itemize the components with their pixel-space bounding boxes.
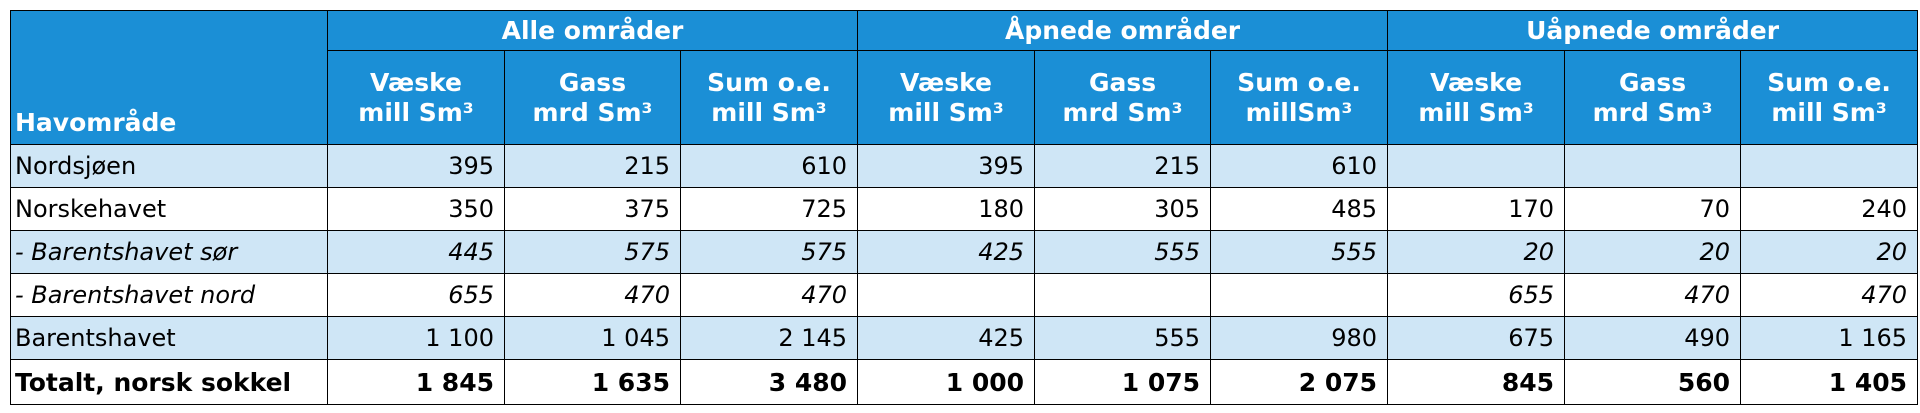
table-row: Nordsjøen 395 215 610 395 215 610 xyxy=(10,144,1919,188)
table-cell: 3 480 xyxy=(679,359,859,405)
table-cell: 485 xyxy=(1210,187,1389,231)
table-cell: 725 xyxy=(679,187,859,231)
table-cell: 675 xyxy=(1387,316,1566,360)
table-cell: 20 xyxy=(1564,230,1742,274)
table-cell: 1 405 xyxy=(1740,359,1919,405)
group-header-alle: Alle områder xyxy=(326,10,859,51)
table-row: - Barentshavet nord 655 470 470 655 470 … xyxy=(10,273,1919,317)
table-cell: 395 xyxy=(327,144,505,188)
table-row: Norskehavet 350 375 725 180 305 485 170 … xyxy=(10,187,1919,231)
row-label: Barentshavet xyxy=(10,316,328,360)
table-cell: 240 xyxy=(1740,187,1919,231)
table-cell: 425 xyxy=(857,316,1036,360)
table-cell xyxy=(1387,144,1566,188)
table-cell: 555 xyxy=(1034,230,1212,274)
table-cell: 1 045 xyxy=(504,316,681,360)
subheader-alle-gass: Gass mrd Sm³ xyxy=(504,50,681,145)
row-label: - Barentshavet sør xyxy=(10,230,328,274)
table-cell xyxy=(1210,273,1389,317)
table-cell: 1 845 xyxy=(327,359,505,405)
table-cell: 20 xyxy=(1740,230,1919,274)
subheader-apnede-vaeske: Væske mill Sm³ xyxy=(857,50,1036,145)
subheader-alle-vaeske: Væske mill Sm³ xyxy=(327,50,505,145)
table-cell xyxy=(857,273,1036,317)
table-cell: 1 075 xyxy=(1034,359,1212,405)
row-label: - Barentshavet nord xyxy=(10,273,328,317)
table-cell: 350 xyxy=(327,187,505,231)
table-cell: 1 100 xyxy=(327,316,505,360)
table-cell: 20 xyxy=(1387,230,1566,274)
table-cell: 655 xyxy=(1387,273,1566,317)
subheader-alle-sum: Sum o.e. mill Sm³ xyxy=(679,50,859,145)
table-cell: 555 xyxy=(1210,230,1389,274)
table-cell: 490 xyxy=(1564,316,1742,360)
resources-table: Havområde Alle områder Åpnede områder Uå… xyxy=(10,10,1919,405)
table-cell: 470 xyxy=(679,273,859,317)
total-row: Totalt, norsk sokkel 1 845 1 635 3 480 1… xyxy=(10,359,1919,405)
subheader-uapnede-vaeske: Væske mill Sm³ xyxy=(1387,50,1566,145)
table-cell: 395 xyxy=(857,144,1036,188)
row-label: Norskehavet xyxy=(10,187,328,231)
table-cell: 470 xyxy=(1564,273,1742,317)
table-cell: 1 635 xyxy=(504,359,681,405)
table-cell: 180 xyxy=(857,187,1036,231)
table-cell: 305 xyxy=(1034,187,1212,231)
group-header-uapnede: Uåpnede områder xyxy=(1387,10,1919,51)
table-cell: 555 xyxy=(1034,316,1212,360)
subheader-apnede-gass: Gass mrd Sm³ xyxy=(1034,50,1212,145)
table-row: Barentshavet 1 100 1 045 2 145 425 555 9… xyxy=(10,316,1919,360)
subheader-uapnede-gass: Gass mrd Sm³ xyxy=(1564,50,1742,145)
row-label: Nordsjøen xyxy=(10,144,328,188)
table-cell xyxy=(1564,144,1742,188)
table-cell: 655 xyxy=(327,273,505,317)
table-cell: 575 xyxy=(679,230,859,274)
table-cell: 610 xyxy=(1210,144,1389,188)
table-row: - Barentshavet sør 445 575 575 425 555 5… xyxy=(10,230,1919,274)
table-cell: 980 xyxy=(1210,316,1389,360)
table-cell: 445 xyxy=(327,230,505,274)
column-header-havomrade: Havområde xyxy=(10,10,328,145)
table-cell: 610 xyxy=(679,144,859,188)
table-cell: 2 145 xyxy=(679,316,859,360)
table-cell: 1 165 xyxy=(1740,316,1919,360)
table-cell: 375 xyxy=(504,187,681,231)
table-cell: 1 000 xyxy=(857,359,1036,405)
row-label: Totalt, norsk sokkel xyxy=(10,359,328,405)
table-cell: 470 xyxy=(1740,273,1919,317)
table-cell: 560 xyxy=(1564,359,1742,405)
table-cell: 575 xyxy=(504,230,681,274)
table-cell: 425 xyxy=(857,230,1036,274)
table-cell: 215 xyxy=(504,144,681,188)
table-cell xyxy=(1740,144,1919,188)
table-cell: 845 xyxy=(1387,359,1566,405)
table-cell xyxy=(1034,273,1212,317)
table-cell: 470 xyxy=(504,273,681,317)
subheader-apnede-sum: Sum o.e. millSm³ xyxy=(1210,50,1389,145)
table-cell: 170 xyxy=(1387,187,1566,231)
subheader-uapnede-sum: Sum o.e. mill Sm³ xyxy=(1740,50,1919,145)
table-cell: 70 xyxy=(1564,187,1742,231)
group-header-apnede: Åpnede områder xyxy=(857,10,1389,51)
table-cell: 215 xyxy=(1034,144,1212,188)
table-cell: 2 075 xyxy=(1210,359,1389,405)
